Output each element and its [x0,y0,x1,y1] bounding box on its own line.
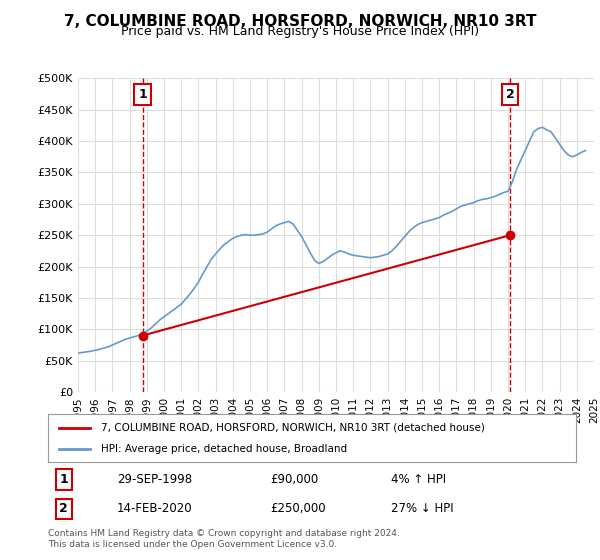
Text: HPI: Average price, detached house, Broadland: HPI: Average price, detached house, Broa… [101,444,347,454]
Text: 2: 2 [59,502,68,515]
Text: 4% ↑ HPI: 4% ↑ HPI [391,473,446,486]
Text: Contains HM Land Registry data © Crown copyright and database right 2024.
This d: Contains HM Land Registry data © Crown c… [48,529,400,549]
Text: 7, COLUMBINE ROAD, HORSFORD, NORWICH, NR10 3RT (detached house): 7, COLUMBINE ROAD, HORSFORD, NORWICH, NR… [101,423,485,433]
Text: 27% ↓ HPI: 27% ↓ HPI [391,502,454,515]
Text: £90,000: £90,000 [270,473,318,486]
Text: 2: 2 [506,88,514,101]
Text: 14-FEB-2020: 14-FEB-2020 [116,502,192,515]
Text: 7, COLUMBINE ROAD, HORSFORD, NORWICH, NR10 3RT: 7, COLUMBINE ROAD, HORSFORD, NORWICH, NR… [64,14,536,29]
Text: 29-SEP-1998: 29-SEP-1998 [116,473,192,486]
Text: Price paid vs. HM Land Registry's House Price Index (HPI): Price paid vs. HM Land Registry's House … [121,25,479,38]
Text: 1: 1 [59,473,68,486]
Text: £250,000: £250,000 [270,502,325,515]
Text: 1: 1 [138,88,147,101]
